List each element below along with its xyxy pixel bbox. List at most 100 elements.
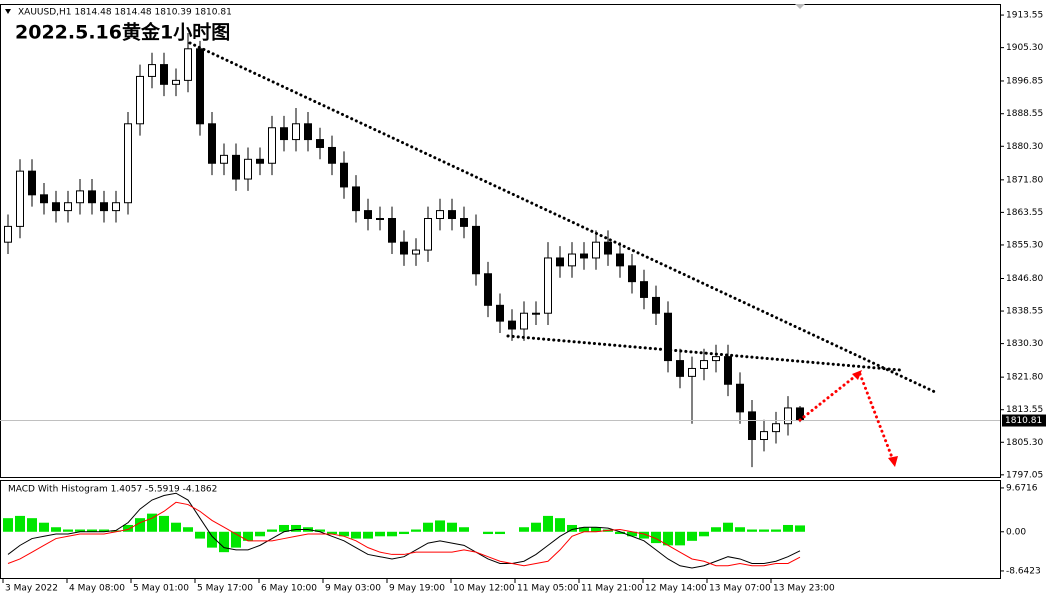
candle-body [364,210,372,220]
x-tick-label: 6 May 10:00 [261,584,317,594]
candle-body [76,190,84,204]
candle-body [292,123,300,141]
macd-histogram-bar [399,531,409,535]
macd-histogram-bar [51,527,61,532]
candle-body [280,127,288,141]
macd-histogram-bar [75,529,85,532]
macd-histogram-bar [411,529,421,532]
y-tick-label: 1855.30 [1006,240,1043,250]
macd-histogram-bar [555,518,565,532]
macd-histogram-bar [447,522,457,532]
x-tick-label: 13 May 23:00 [773,584,835,594]
macd-histogram-bar [99,529,109,532]
candle-body [136,75,144,125]
arrow-head [852,370,862,380]
candle-body [520,312,528,330]
candle-body [676,360,684,377]
macd-histogram-bar [567,524,577,532]
macd-histogram-bar [627,531,637,537]
y-tick-label: 1880.30 [1006,142,1043,152]
arrow-head [888,456,898,467]
candle-body [784,407,792,425]
candle-body [124,123,132,204]
macd-histogram-bar [351,531,361,539]
candle-body [712,356,720,362]
candle-body [736,383,744,413]
macd-histogram-bar [543,515,553,532]
candle-body [604,241,612,255]
macd-histogram-bar [123,524,133,532]
macd-histogram-bar [267,529,277,532]
x-tick-label: 10 May 12:00 [453,584,515,594]
macd-histogram-bar [231,531,241,548]
macd-histogram-bar [87,529,97,532]
macd-histogram-bar [219,531,229,553]
x-tick-label: 5 May 17:00 [197,584,253,594]
neckline [506,334,902,372]
annotations [188,41,937,467]
marks: 1913.55 1905.30 1896.85 1888.55 1880.30 1871.… [0,11,1046,594]
forecast-arrow-down [858,372,895,462]
y-tick-label: 9.6716 [1006,483,1038,493]
macd-histogram-bar [459,527,469,532]
x-tick-label: 13 May 07:00 [709,584,771,594]
candle-body [388,218,396,243]
current-price-box [1002,414,1046,427]
y-tick-label: 1863.55 [1006,208,1043,218]
macd-histogram-bar [111,530,121,532]
candle-body [100,202,108,212]
macd-histogram-bar [435,520,445,532]
candle-body [232,154,240,180]
candle-body [772,423,780,433]
candle-body [724,356,732,385]
candle-body [424,218,432,251]
macd-histogram-bar [519,527,529,532]
symbol-info: XAUUSD,H1 1814.48 1814.48 1810.39 1810.8… [18,8,232,18]
chart-title: 2022.5.16黄金1小时图 [15,21,230,44]
candle-body [64,202,72,212]
menu-arrow[interactable] [5,9,11,14]
macd-line [7,501,801,567]
macd-histogram-bar [423,522,433,532]
candle-body [700,360,708,369]
candle-body [196,48,204,125]
y-tick-label: 1813.55 [1006,405,1043,415]
candle-body [340,162,348,188]
macd-histogram-bar [759,529,769,532]
candle-body [208,123,216,164]
y-tick-label: 1797.05 [1006,470,1043,480]
candle-body [40,194,48,204]
candle-body [256,158,264,164]
macd-histogram-bar [675,531,685,546]
x-tick-label: 4 May 08:00 [69,584,125,594]
candle-body [220,154,228,164]
macd-histogram-bar [15,515,25,532]
y-tick-label: 1905.30 [1006,43,1043,53]
y-tick-label: 1871.80 [1006,175,1043,185]
macd-histogram-bar [135,518,145,532]
macd-histogram-bar [483,531,493,535]
macd-histogram-bar [63,529,73,532]
macd-histogram-bar [255,531,265,537]
candle-body [316,139,324,148]
macd-histogram-bar [183,527,193,532]
macd-histogram-bar [363,531,373,539]
y-tick-label: 1805.30 [1006,438,1043,448]
macd-histogram-bar [531,522,541,532]
macd-histogram-bar [687,531,697,541]
y-tick-label: 1913.55 [1006,11,1043,21]
candle-body [4,225,12,243]
macd-histogram-bar [579,527,589,532]
candle-body [616,253,624,267]
candle-body [556,257,564,267]
candle-body [544,257,552,314]
macd-histogram-bar [495,531,505,535]
forecast-arrow-up [798,372,860,422]
macd-histogram-bar [195,531,205,539]
candle-body [52,202,60,212]
candle-body [532,312,540,315]
x-tick-label: 9 May 03:00 [325,584,381,594]
candle-body [760,431,768,441]
candle-body [400,241,408,255]
